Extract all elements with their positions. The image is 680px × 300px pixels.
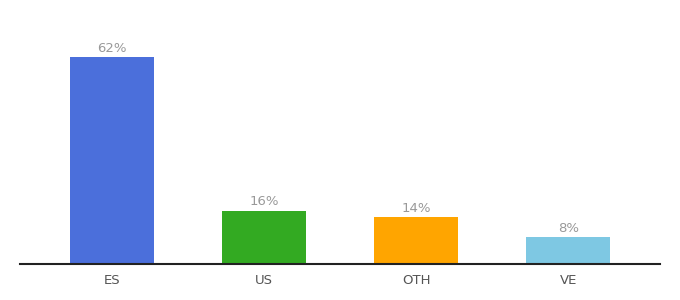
Bar	[374, 217, 458, 264]
Bar	[526, 237, 610, 264]
Bar	[70, 57, 154, 264]
Text: 62%: 62%	[97, 42, 126, 55]
Text: 16%: 16%	[249, 195, 279, 208]
Bar	[222, 211, 306, 264]
Text: 14%: 14%	[401, 202, 431, 215]
Text: 8%: 8%	[558, 222, 579, 235]
